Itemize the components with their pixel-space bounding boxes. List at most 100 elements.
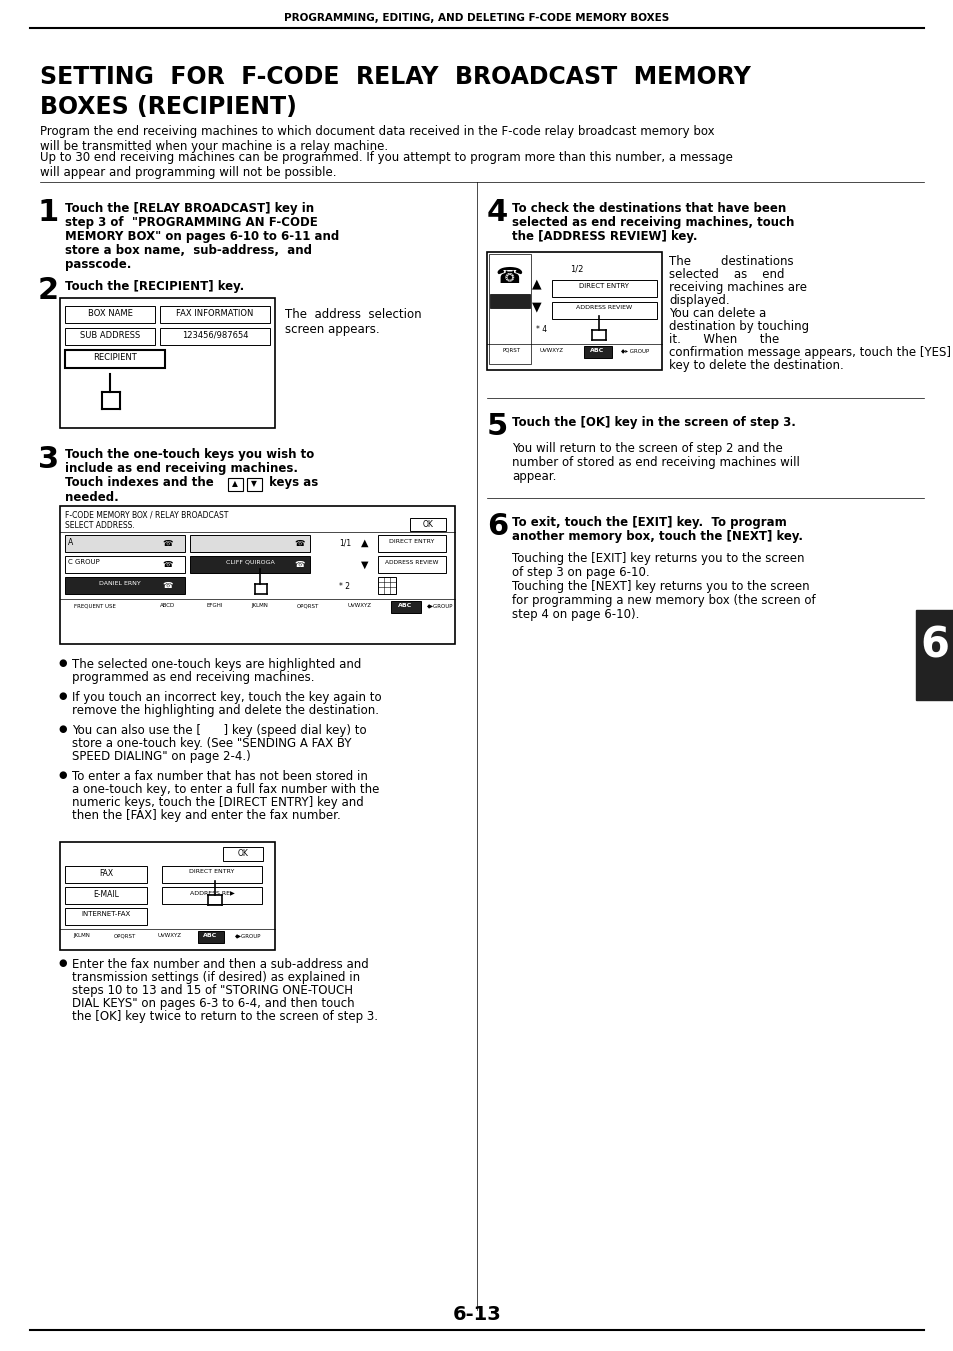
Text: PROGRAMMING, EDITING, AND DELETING F-CODE MEMORY BOXES: PROGRAMMING, EDITING, AND DELETING F-COD… <box>284 14 669 23</box>
Text: 5: 5 <box>486 412 508 440</box>
Text: ◆▸ GROUP: ◆▸ GROUP <box>620 349 648 353</box>
Text: remove the highlighting and delete the destination.: remove the highlighting and delete the d… <box>71 704 378 717</box>
Text: 1: 1 <box>38 199 59 227</box>
Text: * 4: * 4 <box>536 326 547 334</box>
Text: ●: ● <box>58 770 67 780</box>
Bar <box>198 931 224 943</box>
Text: E-MAIL: E-MAIL <box>93 890 119 898</box>
Text: ▼: ▼ <box>361 561 369 570</box>
Bar <box>377 535 446 553</box>
Bar <box>60 299 274 428</box>
Text: FAX: FAX <box>99 869 113 878</box>
Text: step 4 on page 6-10).: step 4 on page 6-10). <box>512 608 639 621</box>
Text: another memory box, touch the [NEXT] key.: another memory box, touch the [NEXT] key… <box>512 530 802 543</box>
Text: 6: 6 <box>486 512 508 540</box>
Text: store a box name,  sub-address,  and: store a box name, sub-address, and <box>65 245 312 257</box>
Text: * 2: * 2 <box>339 582 350 590</box>
Bar <box>190 535 310 553</box>
Text: To check the destinations that have been: To check the destinations that have been <box>512 203 785 215</box>
Text: ●: ● <box>58 958 67 969</box>
Text: then the [FAX] key and enter the fax number.: then the [FAX] key and enter the fax num… <box>71 809 340 821</box>
Text: SPEED DIALING" on page 2-4.): SPEED DIALING" on page 2-4.) <box>71 750 251 763</box>
Text: OPQRST: OPQRST <box>296 603 319 608</box>
Text: ☎: ☎ <box>294 561 305 569</box>
Text: Touch the [RELAY BROADCAST] key in: Touch the [RELAY BROADCAST] key in <box>65 203 314 215</box>
Text: F-CODE MEMORY BOX / RELAY BROADCAST: F-CODE MEMORY BOX / RELAY BROADCAST <box>65 511 228 520</box>
Bar <box>60 507 455 644</box>
Bar <box>65 888 147 904</box>
Bar <box>377 557 446 573</box>
Text: ADDRESS RE▶: ADDRESS RE▶ <box>190 890 234 894</box>
Text: Enter the fax number and then a sub-address and: Enter the fax number and then a sub-addr… <box>71 958 369 971</box>
Text: 1/1: 1/1 <box>338 539 351 549</box>
Text: If you touch an incorrect key, touch the key again to: If you touch an incorrect key, touch the… <box>71 690 381 704</box>
Text: ☎: ☎ <box>163 581 173 590</box>
Text: BOXES (RECIPIENT): BOXES (RECIPIENT) <box>40 95 296 119</box>
Text: steps 10 to 13 and 15 of "STORING ONE-TOUCH: steps 10 to 13 and 15 of "STORING ONE-TO… <box>71 984 353 997</box>
Text: 3: 3 <box>38 444 59 474</box>
Bar <box>65 350 165 367</box>
Text: Touch the [OK] key in the screen of step 3.: Touch the [OK] key in the screen of step… <box>512 416 795 430</box>
Bar <box>162 866 262 884</box>
Text: ADDRESS REVIEW: ADDRESS REVIEW <box>576 305 632 309</box>
Bar <box>223 847 263 861</box>
Text: number of stored as end receiving machines will: number of stored as end receiving machin… <box>512 457 799 469</box>
Text: Touching the [EXIT] key returns you to the screen: Touching the [EXIT] key returns you to t… <box>512 553 803 565</box>
Text: Touching the [NEXT] key returns you to the screen: Touching the [NEXT] key returns you to t… <box>512 580 809 593</box>
Text: displayed.: displayed. <box>668 295 729 307</box>
Text: 6: 6 <box>920 624 948 666</box>
Text: destination by touching: destination by touching <box>668 320 808 332</box>
Bar <box>552 303 657 319</box>
Text: UVWXYZ: UVWXYZ <box>348 603 372 608</box>
Text: ▲: ▲ <box>361 538 369 549</box>
Text: Touch the [RECIPIENT] key.: Touch the [RECIPIENT] key. <box>65 280 244 293</box>
Text: ●: ● <box>58 724 67 734</box>
Text: numeric keys, touch the [DIRECT ENTRY] key and: numeric keys, touch the [DIRECT ENTRY] k… <box>71 796 363 809</box>
Text: DIRECT ENTRY: DIRECT ENTRY <box>389 539 435 544</box>
Text: ◆▸GROUP: ◆▸GROUP <box>234 934 261 938</box>
Text: BOX NAME: BOX NAME <box>88 309 132 317</box>
Text: ABCD: ABCD <box>160 603 175 608</box>
Text: include as end receiving machines.: include as end receiving machines. <box>65 462 297 476</box>
Text: ☎: ☎ <box>163 561 173 569</box>
Text: appear.: appear. <box>512 470 556 484</box>
Text: ▼: ▼ <box>251 480 256 488</box>
Text: Program the end receiving machines to which document data received in the F-code: Program the end receiving machines to wh… <box>40 126 714 153</box>
Text: You can also use the [      ] key (speed dial key) to: You can also use the [ ] key (speed dial… <box>71 724 366 738</box>
Text: SUB ADDRESS: SUB ADDRESS <box>80 331 140 340</box>
Text: step 3 of  "PROGRAMMING AN F-CODE: step 3 of "PROGRAMMING AN F-CODE <box>65 216 317 230</box>
Text: Touch indexes and the: Touch indexes and the <box>65 476 213 489</box>
Text: passcode.: passcode. <box>65 258 132 272</box>
Text: selected as end receiving machines, touch: selected as end receiving machines, touc… <box>512 216 794 230</box>
Text: it.      When      the: it. When the <box>668 332 779 346</box>
Text: PQRST: PQRST <box>502 349 520 353</box>
Text: keys as: keys as <box>265 476 318 489</box>
Text: confirmation message appears, touch the [YES]: confirmation message appears, touch the … <box>668 346 950 359</box>
Text: ☎: ☎ <box>495 267 522 286</box>
Bar <box>486 253 661 370</box>
Bar <box>391 601 420 613</box>
Text: To enter a fax number that has not been stored in: To enter a fax number that has not been … <box>71 770 368 784</box>
Bar <box>65 866 147 884</box>
Text: ☎: ☎ <box>294 539 305 549</box>
Text: UVWXYZ: UVWXYZ <box>158 934 182 938</box>
Text: needed.: needed. <box>65 490 118 504</box>
Text: FAX INFORMATION: FAX INFORMATION <box>176 309 253 317</box>
Text: INTERNET-FAX: INTERNET-FAX <box>81 911 131 917</box>
Text: CLIFF QUIROGA: CLIFF QUIROGA <box>226 561 274 565</box>
Text: The selected one-touch keys are highlighted and: The selected one-touch keys are highligh… <box>71 658 361 671</box>
Text: 123456/987654: 123456/987654 <box>182 331 248 340</box>
Text: of step 3 on page 6-10.: of step 3 on page 6-10. <box>512 566 649 580</box>
Bar <box>160 328 270 345</box>
Text: JKLMN: JKLMN <box>252 603 268 608</box>
Text: ABC: ABC <box>203 934 217 938</box>
Text: ●: ● <box>58 658 67 667</box>
Text: a one-touch key, to enter a full fax number with the: a one-touch key, to enter a full fax num… <box>71 784 379 796</box>
Text: UVWXYZ: UVWXYZ <box>539 349 563 353</box>
Bar <box>247 478 262 490</box>
Text: To exit, touch the [EXIT] key.  To program: To exit, touch the [EXIT] key. To progra… <box>512 516 786 530</box>
Text: SELECT ADDRESS.: SELECT ADDRESS. <box>65 521 134 530</box>
Bar <box>583 346 612 358</box>
Text: for programming a new memory box (the screen of: for programming a new memory box (the sc… <box>512 594 815 607</box>
Text: OPQRST: OPQRST <box>113 934 136 938</box>
